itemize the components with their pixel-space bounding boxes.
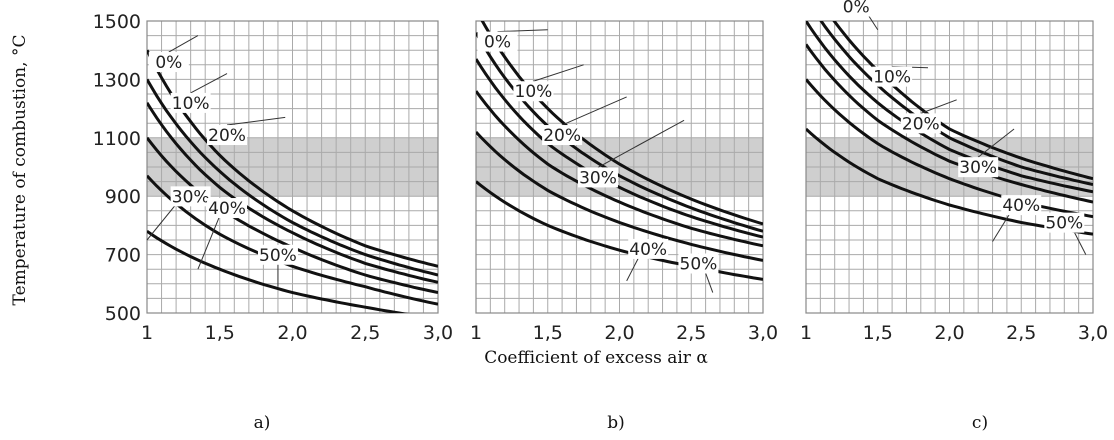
label-bg [207, 198, 248, 219]
series-line-10pct [476, 31, 763, 233]
x-tick-label: 2,5 [676, 322, 706, 344]
series-line-40pct [476, 130, 763, 262]
series-label-0pct: 0% [484, 33, 511, 53]
panel-caption-c: c) [972, 413, 988, 433]
label-leader [190, 73, 228, 94]
x-tick-label: 3,0 [1078, 322, 1108, 344]
label-bg [513, 81, 554, 102]
series-label-30pct: 30% [579, 168, 617, 188]
series-line-10pct [819, 21, 1093, 186]
series-label-10pct: 10% [172, 94, 210, 114]
series-line-10pct [147, 78, 438, 277]
label-leader [226, 116, 286, 126]
series-label-40pct: 40% [1002, 196, 1040, 216]
panel-2: 0% 10% 20% 30% 40% 50% 1 1,5 2,0 2,5 3,0 [470, 20, 778, 344]
label-bg [628, 238, 669, 259]
x-tick-label: 1 [470, 322, 482, 344]
label-leader [561, 96, 627, 126]
series-label-20pct: 20% [543, 126, 581, 146]
series-label-20pct: 20% [208, 126, 246, 146]
x-tick-label: 2,0 [277, 322, 307, 344]
x-tick-label: 2,0 [604, 322, 634, 344]
label-bg [836, 0, 877, 17]
plot-frame [805, 20, 1094, 314]
series-line-20pct [476, 58, 763, 239]
series-line-40pct [147, 174, 438, 306]
label-leader [533, 64, 584, 82]
label-bg [542, 125, 583, 146]
y-tick-label: 900 [105, 186, 141, 208]
series-line-40pct [806, 78, 1093, 219]
label-leader [597, 119, 685, 168]
y-axis-label: Temperature of combustion, °C [10, 35, 30, 306]
label-bg [577, 167, 618, 188]
x-tick-label: 1 [800, 322, 812, 344]
series-label-30pct: 30% [172, 187, 210, 207]
series-label-50pct: 50% [259, 246, 297, 266]
label-bg [958, 157, 999, 178]
series-label-10pct: 10% [515, 82, 553, 102]
label-bg [207, 125, 248, 146]
panel-caption-b: b) [607, 413, 625, 433]
series-line-50pct [147, 229, 410, 313]
label-leader [168, 35, 199, 53]
label-bg [170, 186, 211, 207]
x-axis-label: Coefficient of excess air α [484, 348, 708, 368]
x-tick-label: 1,5 [533, 322, 563, 344]
x-tick-label: 1,5 [205, 322, 235, 344]
series-label-40pct: 40% [629, 240, 667, 260]
series-label-50pct: 50% [1045, 214, 1083, 234]
panel-caption-a: a) [254, 413, 271, 433]
label-bg [1044, 212, 1085, 233]
x-tick-label: 2,0 [934, 322, 964, 344]
series-line-20pct [147, 101, 438, 284]
series-label-50pct: 50% [680, 255, 718, 275]
label-bg [148, 52, 189, 73]
series-label-10pct: 10% [873, 68, 911, 88]
label-bg [1001, 195, 1042, 216]
y-tick-label: 1300 [93, 69, 141, 91]
x-tick-label: 1 [141, 322, 153, 344]
x-tick-label: 3,0 [748, 322, 778, 344]
label-bg [477, 31, 518, 52]
y-tick-label: 1100 [93, 128, 141, 150]
x-tick-label: 1,5 [863, 322, 893, 344]
x-tick-label: 3,0 [423, 322, 453, 344]
x-tick-label: 2,5 [350, 322, 380, 344]
label-bg [900, 113, 941, 134]
label-bg [170, 92, 211, 113]
series-label-30pct: 30% [959, 158, 997, 178]
label-leader [497, 29, 548, 33]
y-tick-label: 700 [105, 245, 141, 267]
series-line-20pct [806, 21, 1093, 194]
series-line-30pct [476, 90, 763, 248]
series-label-0pct: 0% [155, 53, 182, 73]
label-leader [977, 128, 1015, 158]
label-bg [678, 253, 719, 274]
y-tick-label: 500 [105, 303, 141, 325]
y-tick-label: 1500 [93, 11, 141, 33]
series-line-30pct [806, 43, 1093, 204]
label-bg [872, 66, 913, 87]
plot-frame [475, 20, 764, 314]
series-label-40pct: 40% [208, 199, 246, 219]
series-line-0pct [147, 49, 438, 268]
label-leader [920, 99, 957, 114]
label-bg [257, 244, 298, 265]
plot-frame [146, 20, 439, 314]
panel-3: 0% 10% 20% 30%40%50% 1 1,5 2,0 2,5 3,0 [800, 0, 1108, 344]
series-label-20pct: 20% [902, 114, 940, 134]
x-tick-label: 2,5 [1006, 322, 1036, 344]
series-label-0pct: 0% [843, 0, 870, 18]
series-line-0pct [832, 21, 1093, 181]
